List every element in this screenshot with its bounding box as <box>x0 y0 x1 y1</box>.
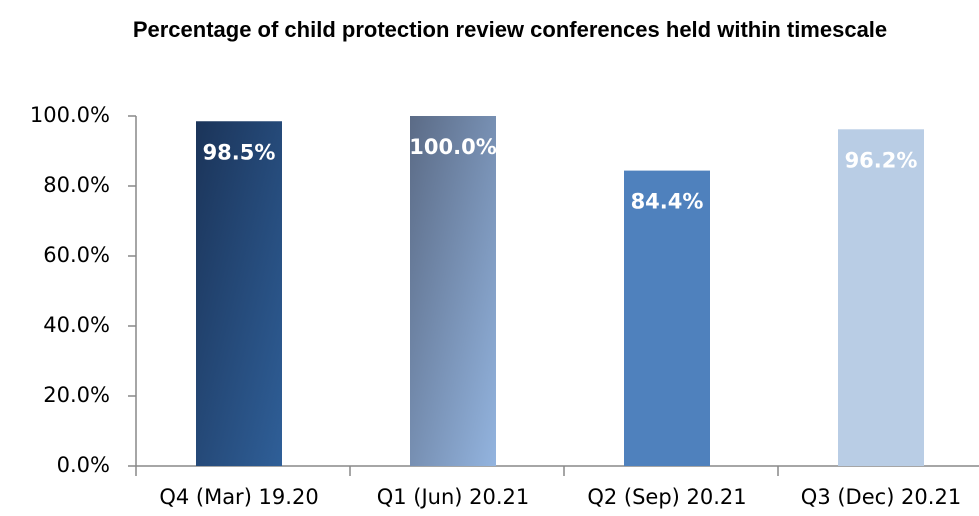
x-tick-label: Q3 (Dec) 20.21 <box>801 485 961 509</box>
x-tick-label: Q1 (Jun) 20.21 <box>377 485 530 509</box>
chart-title: Percentage of child protection review co… <box>132 17 888 42</box>
value-label: 96.2% <box>845 148 918 172</box>
y-tick-label: 20.0% <box>43 383 110 407</box>
value-label: 84.4% <box>631 190 704 214</box>
y-tick-label: 80.0% <box>43 173 110 197</box>
x-tick-label: Q2 (Sep) 20.21 <box>587 485 746 509</box>
bar <box>624 170 710 466</box>
y-tick-label: 60.0% <box>43 243 110 267</box>
bar <box>838 129 924 467</box>
bar <box>196 121 282 466</box>
value-label: 98.5% <box>203 140 276 164</box>
value-label: 100.0% <box>409 135 496 159</box>
x-tick-label: Q4 (Mar) 19.20 <box>159 485 318 509</box>
y-tick-label: 0.0% <box>57 453 110 477</box>
bar <box>410 116 496 466</box>
y-tick-label: 40.0% <box>43 313 110 337</box>
y-tick-label: 100.0% <box>30 103 110 127</box>
